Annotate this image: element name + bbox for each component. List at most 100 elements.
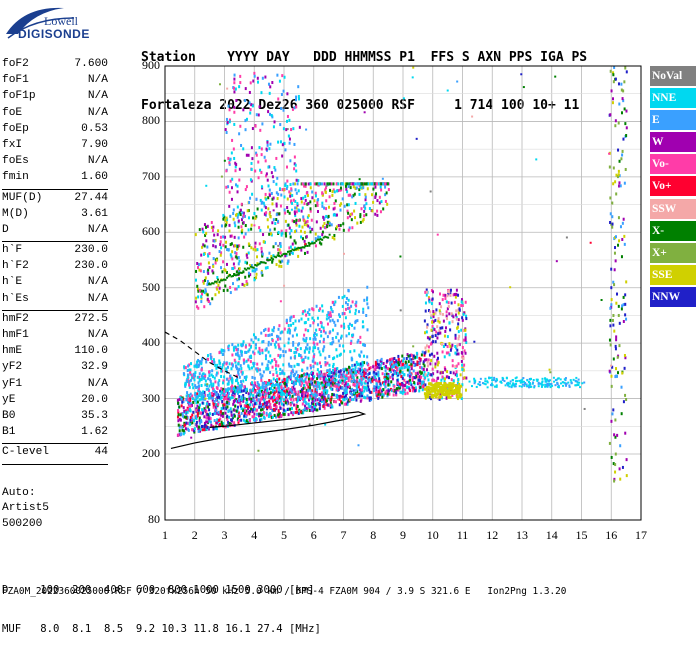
muf-row: MUF 8.0 8.1 8.5 9.2 10.3 11.8 16.1 27.4 …	[2, 623, 321, 635]
x-tick-label: 16	[605, 528, 618, 542]
param-label: C-level	[2, 446, 49, 459]
param-row: foEs N/A	[2, 155, 108, 171]
legend-item-nnw: NNW	[650, 286, 696, 307]
param-separator	[2, 309, 108, 311]
legend-item-w: W	[650, 132, 696, 153]
legend-item-nne: NNE	[650, 88, 696, 109]
param-row: yE 20.0	[2, 394, 108, 410]
param-row: h`E N/A	[2, 276, 108, 292]
y-tick-label: 80	[148, 512, 160, 526]
legend-item-sse: SSE	[650, 264, 696, 285]
x-tick-label: 2	[191, 528, 198, 542]
param-value: 230.0	[74, 244, 108, 257]
param-value: 27.44	[74, 191, 108, 204]
y-tick-label: 800	[142, 113, 160, 128]
param-value: N/A	[87, 276, 108, 289]
param-value: N/A	[87, 90, 108, 103]
param-value: 7.90	[81, 138, 108, 151]
param-row: yF1 N/A	[2, 378, 108, 394]
autoscaling-info: Auto: Artist5 500200	[2, 486, 49, 532]
x-tick-label: 11	[456, 528, 469, 542]
digisonde-logo: Lowell DIGISONDE	[4, 4, 134, 44]
param-value: 20.0	[81, 393, 108, 406]
param-label: h`F	[2, 244, 23, 257]
muf-distance-table: D 100 200 400 600 800 1000 1500 3000 [km…	[2, 558, 321, 649]
param-value: 35.3	[81, 409, 108, 422]
param-row: h`F 230.0	[2, 244, 108, 260]
param-label: foF1p	[2, 90, 36, 103]
param-label: B0	[2, 409, 16, 422]
param-value: 272.5	[74, 312, 108, 325]
param-label: fxI	[2, 138, 23, 151]
y-tick-label: 500	[142, 279, 160, 294]
logo-text-lowell: Lowell	[44, 14, 78, 28]
ionogram-canvas	[164, 65, 642, 521]
param-label: h`E	[2, 276, 23, 289]
param-label: yF2	[2, 361, 23, 374]
param-label: hmE	[2, 345, 23, 358]
param-value: N/A	[87, 106, 108, 119]
param-row: hmE 110.0	[2, 345, 108, 361]
legend-item-x: X+	[650, 242, 696, 263]
legend-item-vo: Vo+	[650, 176, 696, 197]
param-label: yE	[2, 393, 16, 406]
legend-item-vo: Vo-	[650, 154, 696, 175]
x-tick-label: 5	[281, 528, 287, 542]
param-separator	[2, 241, 108, 243]
param-row: fmin 1.60	[2, 171, 108, 187]
legend-item-x: X-	[650, 220, 696, 241]
param-label: M(D)	[2, 207, 29, 220]
plot-frame	[164, 65, 642, 521]
x-tick-label: 17	[635, 528, 647, 542]
param-value: N/A	[87, 155, 108, 168]
param-value: 44	[94, 446, 108, 459]
param-row: fxI 7.90	[2, 139, 108, 155]
param-value: N/A	[87, 292, 108, 305]
param-value: 1.62	[81, 426, 108, 439]
x-tick-label: 7	[340, 528, 347, 542]
file-info-footer: FZA0M_2022360025000.RSF / 320fx256h 50 k…	[2, 586, 567, 597]
param-label: foF2	[2, 58, 29, 70]
x-tick-label: 1	[162, 528, 168, 542]
param-row: B1 1.62	[2, 426, 108, 442]
x-tick-label: 12	[486, 528, 499, 542]
param-row: h`Es N/A	[2, 293, 108, 309]
polarization-legend: NoVal NNE E W Vo- Vo+ SSW X- X+ SSE NNW	[650, 66, 696, 309]
param-separator	[2, 188, 108, 190]
scaled-parameters-panel: foF2 7.600 foF1 N/A foF1p N/A foE N/A foEp 0.53 fx…	[2, 58, 108, 467]
auto-code: 500200	[2, 517, 43, 530]
param-label: foE	[2, 106, 23, 119]
param-row: hmF1 N/A	[2, 329, 108, 345]
logo-text-digisonde: DIGISONDE	[18, 27, 90, 41]
param-label: hmF2	[2, 312, 29, 325]
param-label: B1	[2, 426, 16, 439]
param-row: foEp 0.53	[2, 123, 108, 139]
param-label: MUF(D)	[2, 191, 43, 204]
param-row: foF1p N/A	[2, 90, 108, 106]
param-label: h`F2	[2, 260, 29, 273]
param-label: foF1	[2, 74, 29, 87]
x-tick-label: 15	[575, 528, 588, 542]
legend-item-noval: NoVal	[650, 66, 696, 86]
param-row: D N/A	[2, 224, 108, 240]
y-tick-label: 900	[142, 58, 160, 72]
param-label: foEs	[2, 155, 29, 168]
param-row: h`F2 230.0	[2, 260, 108, 276]
param-value: N/A	[87, 223, 108, 236]
param-value: 7.600	[74, 58, 108, 70]
profile-curves	[164, 331, 367, 450]
param-separator	[2, 463, 108, 465]
ionogram-plot	[164, 65, 642, 521]
param-row: yF2 32.9	[2, 361, 108, 377]
y-tick-label: 400	[142, 335, 160, 350]
param-row: C-level 44	[2, 446, 108, 462]
y-tick-label: 200	[142, 446, 160, 460]
param-value: 110.0	[74, 345, 108, 358]
y-tick-label: 600	[142, 224, 160, 239]
param-row: MUF(D) 27.44	[2, 192, 108, 208]
y-axis-labels: 900 800 700 600 500 400 300 200 80	[118, 0, 160, 600]
header-labels: Station YYYY DAY DDD HHMMSS P1 FFS S AXN…	[141, 50, 588, 65]
legend-item-ssw: SSW	[650, 198, 696, 219]
x-tick-label: 14	[545, 528, 558, 542]
param-value: N/A	[87, 329, 108, 341]
